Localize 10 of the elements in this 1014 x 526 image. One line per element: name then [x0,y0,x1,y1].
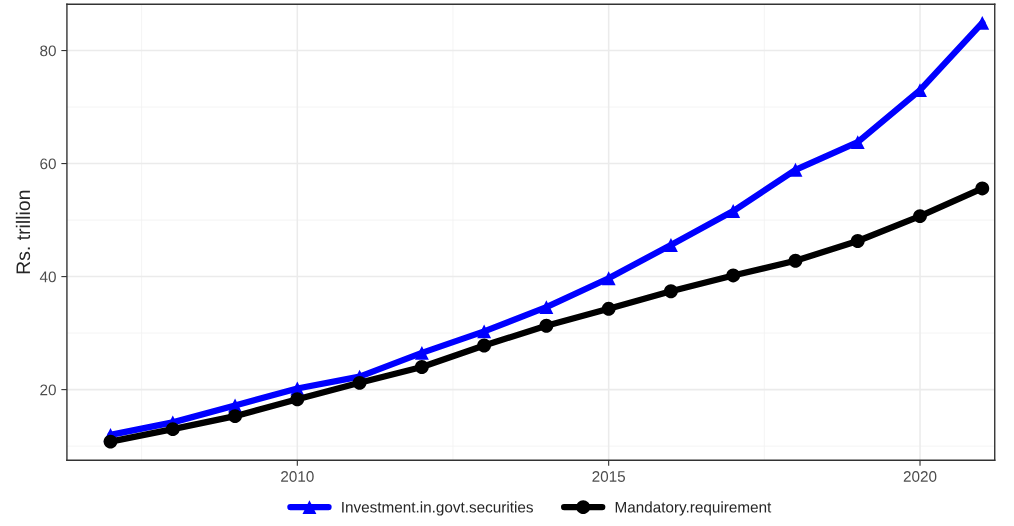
y-axis-title: Rs. trillion [15,190,31,274]
y-tick-label: 80 [40,45,56,57]
y-tick-label: 60 [40,158,56,170]
y-tick-label: 40 [39,271,56,283]
legend-label: Investment.in.govt.securities [342,501,533,516]
x-tick-label: 2015 [592,471,626,482]
x-tick-label: 2020 [903,471,937,482]
legend-label: Mandatory.requirement [615,501,772,516]
x-tick-label: 2010 [281,471,314,482]
y-tick-label: 20 [40,384,56,396]
